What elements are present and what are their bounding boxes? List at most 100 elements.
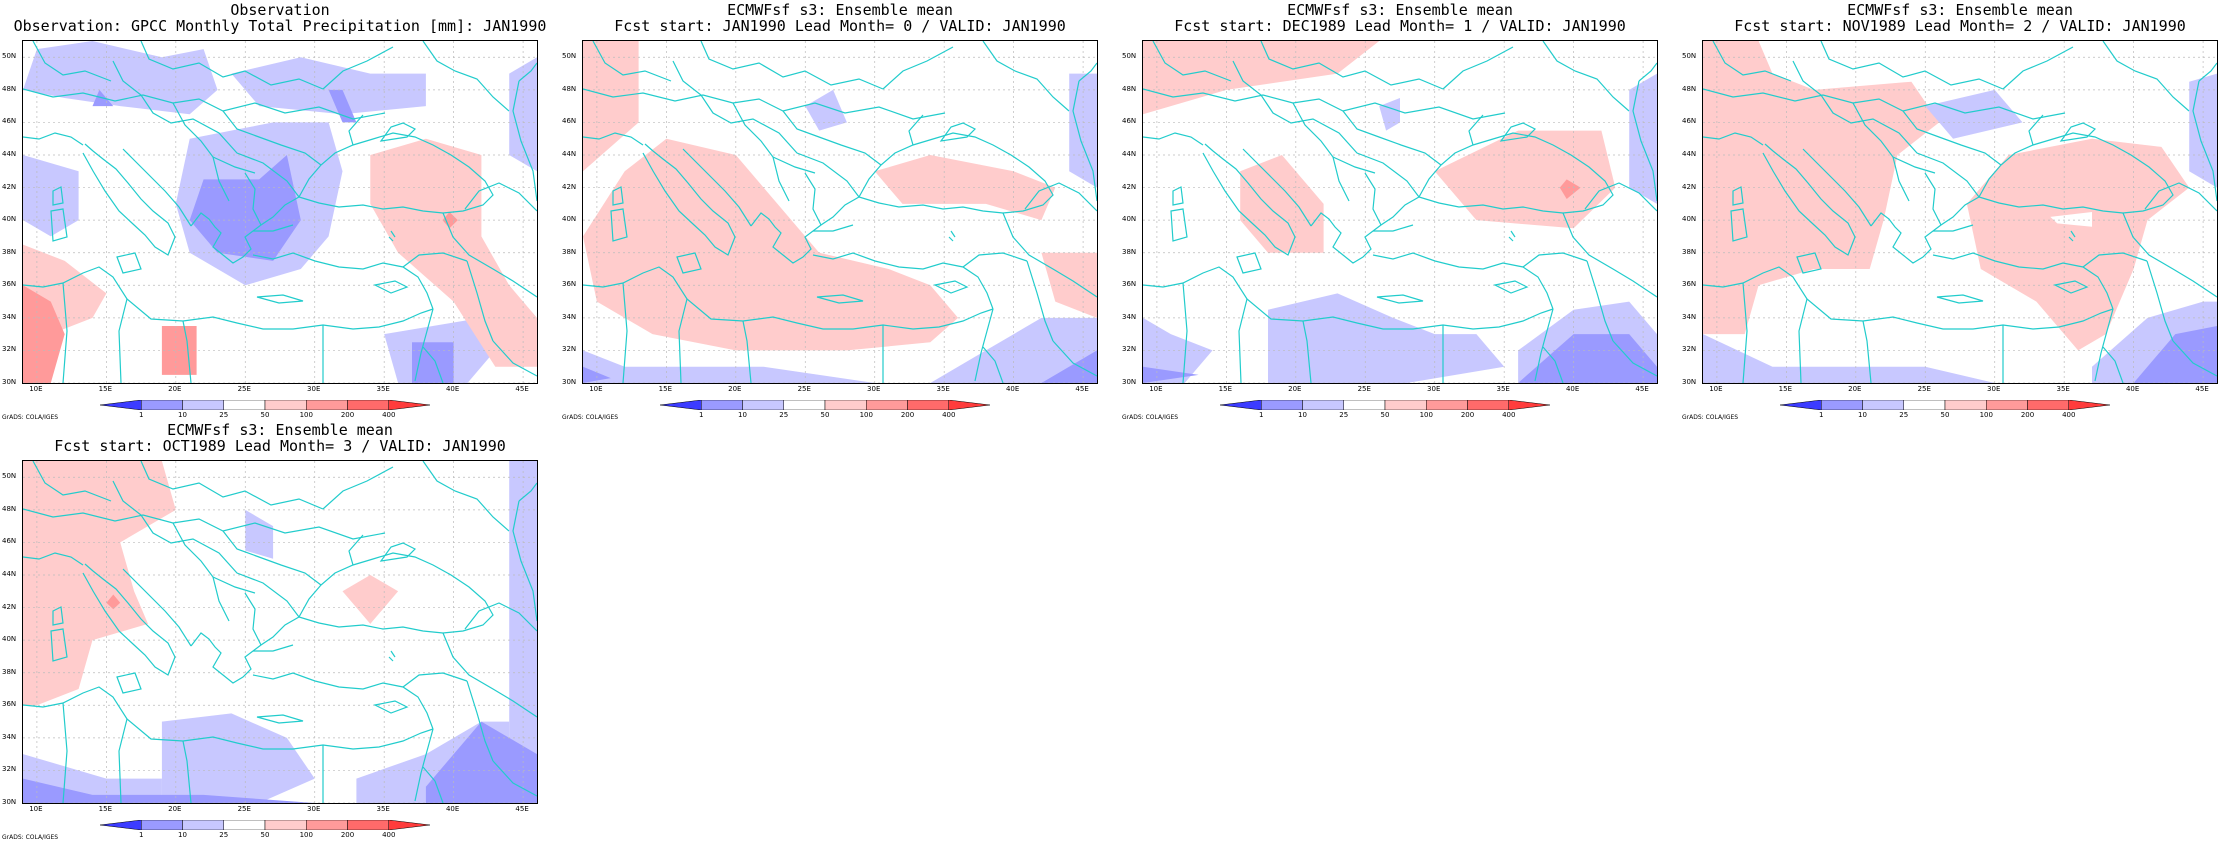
colorbar — [100, 820, 430, 830]
grads-credit: GrADS: COLA/IGES — [2, 414, 59, 421]
panel-subtitle: Fcst start: NOV1989 Lead Month= 2 / VALI… — [1734, 17, 2186, 35]
lat-tick-label: 42N — [1682, 182, 1697, 191]
lat-tick-label: 46N — [562, 117, 577, 126]
colorbar-label: 10 — [178, 411, 187, 419]
panel-title: Observation — [230, 1, 330, 19]
colorbar-swatch — [948, 400, 990, 410]
colorbar-swatch — [182, 400, 224, 410]
precip-anomaly-region — [1143, 41, 1380, 115]
map-canvas — [23, 41, 537, 383]
colorbar-label: 200 — [2020, 411, 2035, 419]
precip-anomaly-region — [161, 713, 315, 803]
map-frame — [22, 40, 538, 384]
precip-anomaly-region — [23, 461, 176, 706]
colorbar-label: 10 — [1858, 411, 1867, 419]
precip-anomaly-region — [1925, 89, 2023, 139]
colorbar-label: 1 — [1819, 411, 1824, 419]
precip-anomaly-region — [583, 138, 959, 351]
lat-tick-label: 38N — [562, 247, 577, 256]
precip-anomaly-region — [1143, 366, 1199, 383]
lat-tick-label: 32N — [1682, 345, 1697, 354]
lat-tick-label: 36N — [562, 280, 577, 289]
precip-anomaly-region — [23, 285, 65, 383]
colorbar-swatch — [1343, 400, 1386, 410]
lon-tick-label: 25E — [237, 385, 251, 393]
lon-tick-label: 40E — [1565, 385, 1580, 393]
precip-anomaly-region — [106, 594, 121, 610]
lat-tick-label: 34N — [2, 732, 17, 741]
colorbar-swatch — [182, 820, 224, 830]
panel-title: ECMWFsf s3: Ensemble mean — [167, 421, 393, 439]
lat-tick-label: 46N — [1122, 117, 1137, 126]
panel-title: ECMWFsf s3: Ensemble mean — [1847, 1, 2073, 19]
precip-anomaly-region — [1268, 293, 1505, 383]
map-canvas — [1703, 41, 2217, 383]
colorbar-label: 100 — [1979, 411, 1993, 419]
lon-tick-label: 35E — [1496, 385, 1510, 393]
precip-anomaly-region — [874, 155, 1056, 221]
lat-tick-label: 50N — [562, 52, 577, 61]
lon-tick-label: 15E — [1778, 385, 1793, 393]
lon-tick-label: 15E — [98, 805, 113, 813]
map-canvas — [1143, 41, 1657, 383]
lat-tick-label: 30N — [1122, 378, 1137, 386]
precip-anomaly-region — [1379, 98, 1400, 131]
lat-tick-label: 48N — [1682, 84, 1697, 93]
precip-anomaly-region — [2050, 212, 2092, 227]
precip-anomaly-region — [412, 342, 454, 383]
map-panel: ECMWFsf s3: Ensemble mean Fcst start: NOV… — [1680, 0, 2240, 421]
lon-tick-label: 20E — [1288, 385, 1302, 393]
lat-tick-label: 48N — [2, 504, 17, 513]
colorbar-label: 1 — [139, 831, 144, 839]
colorbar-swatch — [2068, 400, 2110, 410]
lon-tick-label: 40E — [2125, 385, 2140, 393]
precip-anomaly-region — [23, 155, 79, 237]
lon-tick-label: 45E — [1075, 385, 1089, 393]
lon-tick-label: 45E — [1635, 385, 1649, 393]
lat-tick-label: 36N — [2, 280, 17, 289]
lon-tick-label: 45E — [515, 385, 529, 393]
lat-tick-label: 42N — [562, 182, 577, 191]
colorbar-swatch — [141, 400, 183, 410]
colorbar-label: 25 — [779, 411, 789, 419]
colorbar-swatch — [141, 820, 183, 830]
panel-subtitle: Fcst start: JAN1990 Lead Month= 0 / VALI… — [614, 17, 1066, 35]
colorbar-swatch — [1862, 400, 1904, 410]
map-panel: Observation Observation: GPCC Monthly Tot… — [0, 0, 560, 421]
colorbar-label: 50 — [260, 831, 270, 839]
lon-tick-label: 15E — [98, 385, 113, 393]
colorbar-swatch — [223, 400, 266, 410]
colorbar-swatch — [1903, 400, 1946, 410]
grads-credit: GrADS: COLA/IGES — [1682, 414, 1739, 421]
colorbar-swatch — [783, 400, 826, 410]
colorbar-swatch — [264, 820, 307, 830]
lat-tick-label: 32N — [2, 765, 17, 774]
precip-anomaly-region — [805, 89, 847, 131]
lat-tick-label: 30N — [2, 798, 17, 806]
colorbar-swatch — [907, 400, 949, 410]
lat-tick-label: 50N — [2, 472, 17, 481]
lon-tick-label: 35E — [936, 385, 950, 393]
colorbar-label: 10 — [1298, 411, 1307, 419]
colorbar — [1780, 400, 2110, 410]
precip-anomaly-region — [1559, 179, 1581, 199]
lon-tick-label: 45E — [515, 805, 529, 813]
lat-tick-label: 44N — [562, 150, 577, 158]
colorbar-swatch — [1220, 400, 1262, 410]
lat-tick-label: 38N — [1122, 247, 1137, 256]
grads-credit: GrADS: COLA/IGES — [1122, 414, 1179, 421]
colorbar — [100, 400, 430, 410]
precip-anomaly-region — [231, 57, 426, 115]
lon-tick-label: 35E — [376, 805, 390, 813]
map-panel: ECMWFsf s3: Ensemble mean Fcst start: OCT… — [0, 420, 560, 841]
map-frame — [22, 460, 538, 804]
lat-tick-label: 30N — [1682, 378, 1697, 386]
lat-tick-label: 50N — [1682, 52, 1697, 61]
lon-tick-label: 35E — [376, 385, 390, 393]
lat-tick-label: 48N — [1122, 84, 1137, 93]
colorbar-label: 400 — [942, 411, 956, 419]
lon-tick-label: 40E — [445, 385, 460, 393]
lat-tick-label: 44N — [2, 150, 17, 158]
colorbar-swatch — [1261, 400, 1303, 410]
colorbar-label: 400 — [2062, 411, 2076, 419]
